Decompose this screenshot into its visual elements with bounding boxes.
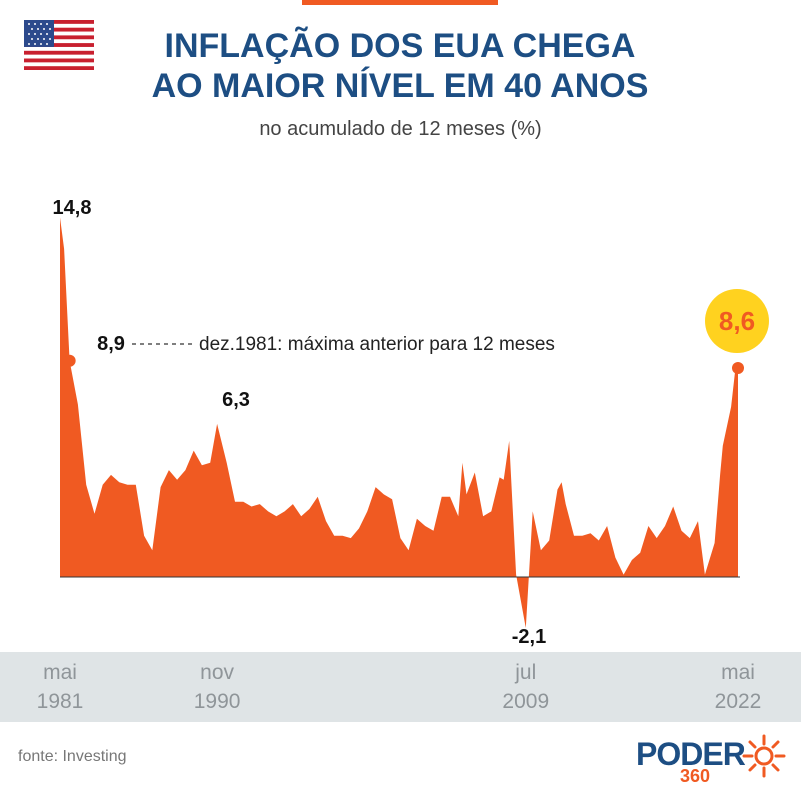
poder360-logo: PODER 360 [636, 730, 786, 790]
chart-title: INFLAÇÃO DOS EUA CHEGA AO MAIOR NÍVEL EM… [110, 26, 690, 106]
logo-number: 360 [680, 766, 711, 786]
title-line-2: AO MAIOR NÍVEL EM 40 ANOS [151, 67, 649, 105]
inflation-area-series [60, 217, 738, 628]
data-label-2009-07: -2,1 [512, 626, 546, 648]
x-tick-month: jul [515, 661, 537, 684]
data-label-1990-11: 6,3 [222, 389, 250, 411]
x-tick-month: mai [721, 661, 755, 684]
x-tick-year: 1990 [193, 690, 241, 713]
top-accent-rule [302, 0, 498, 5]
title-line-1: INFLAÇÃO DOS EUA CHEGA [164, 27, 636, 65]
us-flag-icon [24, 20, 94, 70]
point-marker-2022-05 [732, 362, 744, 375]
x-tick-year: 1981 [36, 690, 84, 713]
x-tick-year: 2022 [714, 690, 762, 713]
chart-subtitle: no acumulado de 12 meses (%) [259, 118, 542, 140]
x-tick-label: nov 1990 [167, 658, 267, 716]
point-marker-1981-12 [63, 354, 76, 367]
inflation-area-chart: dez.1981: máxima anterior para 12 meses 1… [53, 197, 769, 648]
x-tick-month: nov [200, 661, 235, 684]
x-tick-year: 2009 [502, 690, 550, 713]
data-label-peak-1981: 14,8 [53, 197, 92, 219]
latest-value-highlight [705, 289, 769, 353]
x-tick-label: mai 1981 [10, 658, 110, 716]
x-tick-label: jul 2009 [476, 658, 576, 716]
x-axis-band [0, 652, 801, 722]
data-label-2022-05: 8,6 [719, 306, 755, 336]
x-tick-label: mai 2022 [688, 658, 788, 716]
data-label-1981-12: 8,9 [97, 333, 125, 355]
x-tick-month: mai [43, 661, 77, 684]
annotation-text: dez.1981: máxima anterior para 12 meses [199, 334, 555, 355]
source-note: fonte: Investing [18, 748, 127, 765]
logo-word: PODER [636, 736, 746, 772]
sun-logo-icon [742, 734, 786, 778]
